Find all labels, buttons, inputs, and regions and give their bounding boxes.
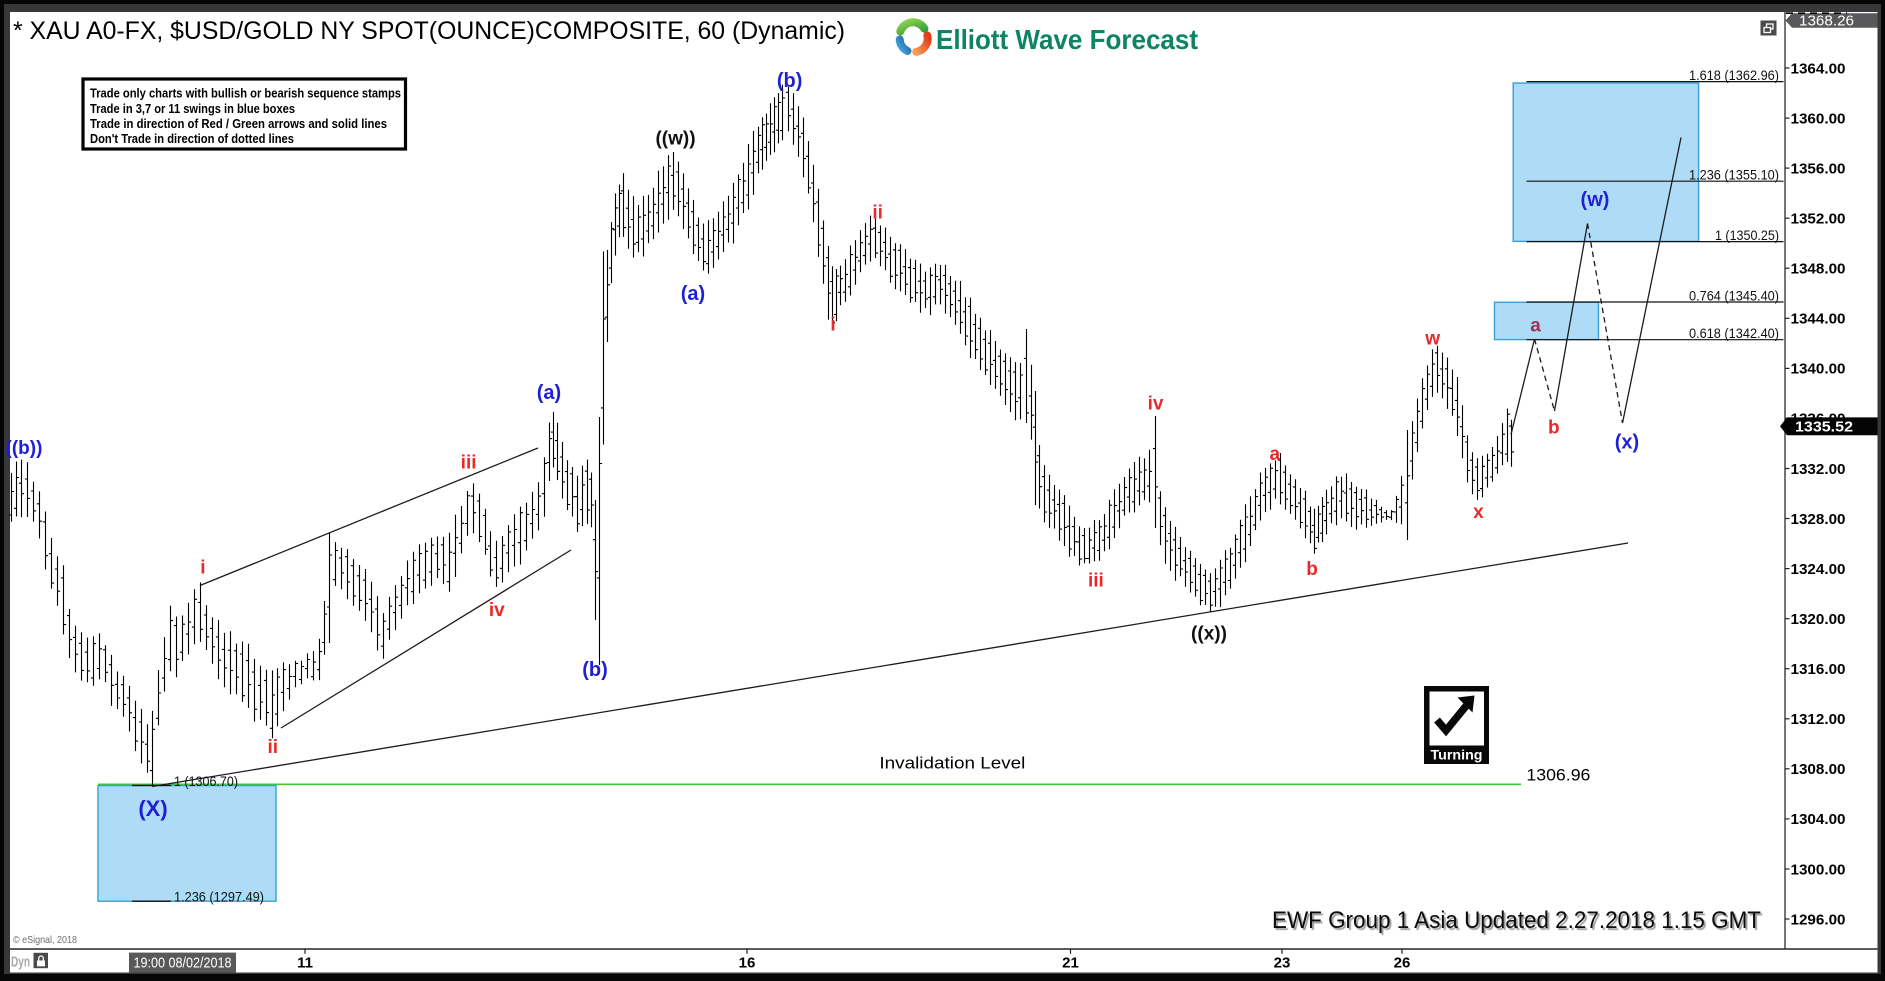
svg-text:EWF Group 1 Asia Updated 2.27.: EWF Group 1 Asia Updated 2.27.2018 1.15 … [1272,907,1761,934]
svg-text:((b)): ((b)) [6,438,43,459]
svg-text:((w)): ((w)) [655,129,695,150]
svg-text:(b): (b) [777,70,803,92]
svg-text:(X): (X) [138,796,167,821]
svg-text:w: w [1424,329,1440,350]
svg-text:1306.96: 1306.96 [1526,766,1590,785]
svg-text:1335.52: 1335.52 [1795,418,1853,435]
svg-text:1344.00: 1344.00 [1791,311,1846,328]
svg-text:1320.00: 1320.00 [1791,611,1846,628]
svg-text:26: 26 [1394,955,1411,972]
svg-text:ii: ii [872,203,883,224]
svg-text:i: i [830,315,835,336]
svg-text:1348.00: 1348.00 [1791,261,1846,278]
svg-text:iv: iv [489,600,505,621]
svg-text:(b): (b) [582,659,608,681]
svg-text:1324.00: 1324.00 [1791,561,1846,578]
svg-text:a: a [1530,316,1541,337]
svg-text:1328.00: 1328.00 [1791,511,1846,528]
svg-text:Trade in direction of Red / Gr: Trade in direction of Red / Green arrows… [90,116,387,131]
svg-text:(x): (x) [1615,432,1639,454]
svg-text:1300.00: 1300.00 [1791,861,1846,878]
svg-text:23: 23 [1274,955,1291,972]
svg-text:© eSignal, 2018: © eSignal, 2018 [13,934,77,946]
svg-text:1340.00: 1340.00 [1791,361,1846,378]
svg-text:0.764 (1345.40): 0.764 (1345.40) [1689,288,1779,304]
svg-text:21: 21 [1062,955,1079,972]
svg-text:1332.00: 1332.00 [1791,461,1846,478]
svg-text:11: 11 [297,955,313,972]
svg-text:* XAU A0-FX, $USD/GOLD NY SPOT: * XAU A0-FX, $USD/GOLD NY SPOT(OUNCE)COM… [13,17,845,45]
svg-text:1364.00: 1364.00 [1791,60,1846,77]
svg-text:1.236 (1355.10): 1.236 (1355.10) [1689,167,1779,183]
svg-text:1312.00: 1312.00 [1791,711,1846,728]
svg-text:1368.26: 1368.26 [1799,13,1854,29]
svg-text:(a): (a) [681,283,705,305]
svg-text:(w): (w) [1581,189,1610,211]
svg-text:((x)): ((x)) [1191,624,1227,645]
svg-text:1304.00: 1304.00 [1791,811,1846,828]
svg-text:1308.00: 1308.00 [1791,761,1846,778]
svg-text:iii: iii [1088,571,1104,592]
svg-text:ii: ii [268,737,279,758]
svg-text:Turning: Turning [1431,748,1483,763]
svg-text:i: i [200,558,205,579]
svg-text:a: a [1270,444,1281,465]
svg-text:Trade in 3,7 or 11 swings in b: Trade in 3,7 or 11 swings in blue boxes [90,101,295,116]
svg-text:Dyn: Dyn [11,955,30,971]
svg-text:(a): (a) [537,382,561,404]
svg-text:b: b [1548,418,1560,439]
svg-text:1360.00: 1360.00 [1791,110,1846,127]
svg-text:iii: iii [461,453,477,474]
svg-text:1 (1350.25): 1 (1350.25) [1715,227,1779,243]
svg-text:1356.00: 1356.00 [1791,160,1846,177]
svg-text:16: 16 [739,955,756,972]
svg-text:1 (1306.70): 1 (1306.70) [174,773,238,789]
svg-text:Elliott Wave Forecast: Elliott Wave Forecast [936,24,1198,55]
svg-text:Invalidation Level: Invalidation Level [879,755,1025,773]
svg-text:x: x [1473,502,1484,523]
svg-text:Don't Trade in direction of do: Don't Trade in direction of dotted lines [90,131,294,146]
svg-text:Trade only charts with bullish: Trade only charts with bullish or bearis… [90,86,401,101]
svg-text:1.236 (1297.49): 1.236 (1297.49) [174,889,264,905]
svg-text:1296.00: 1296.00 [1791,911,1846,928]
svg-text:iv: iv [1148,394,1164,415]
svg-text:1352.00: 1352.00 [1791,210,1846,227]
svg-text:0.618 (1342.40): 0.618 (1342.40) [1689,325,1779,341]
svg-text:19:00 08/02/2018: 19:00 08/02/2018 [134,954,232,971]
svg-text:b: b [1306,559,1318,580]
svg-text:1.618 (1362.96): 1.618 (1362.96) [1689,67,1779,83]
svg-text:1316.00: 1316.00 [1791,661,1846,678]
